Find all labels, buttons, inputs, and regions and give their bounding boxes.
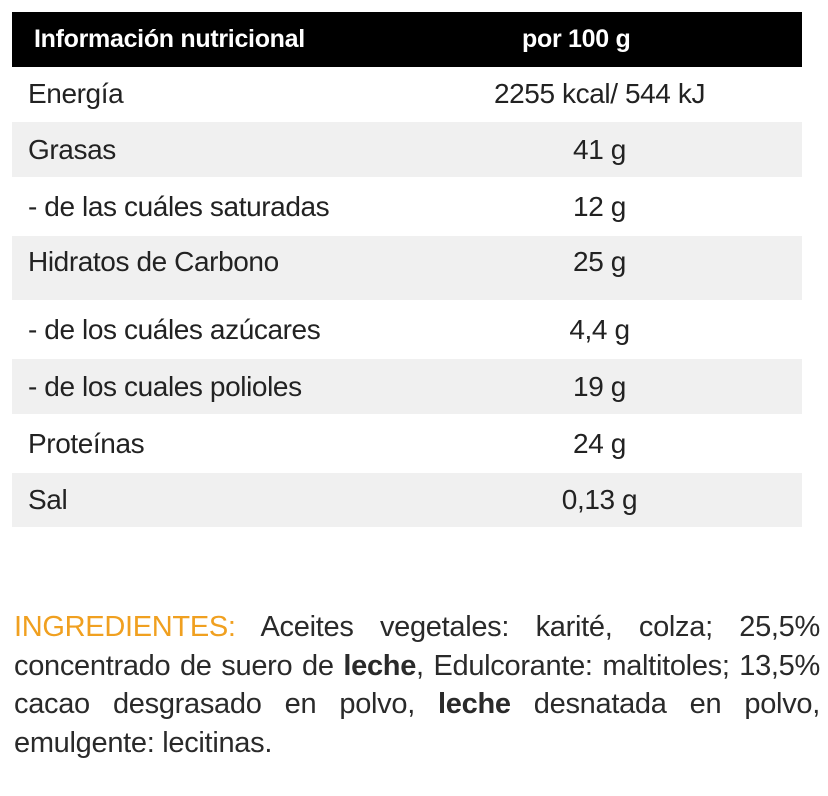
row-label: Energía xyxy=(28,77,124,109)
allergen-milk-2: leche xyxy=(438,688,511,720)
table-row-protein: Proteínas 24 g xyxy=(12,416,802,473)
table-row-polyols: - de los cuales polioles 19 g xyxy=(12,359,802,416)
ingredients-part-3: desnatada en polvo, emulgente: lecitinas… xyxy=(14,688,820,759)
row-label: Grasas xyxy=(28,133,116,165)
row-label: Hidratos de Carbono xyxy=(28,246,279,277)
ingredients-part-2: , Edulcorante: maltitoles; 13,5% cacao d… xyxy=(14,649,820,721)
row-value: 25 g xyxy=(573,246,626,277)
row-value: 19 g xyxy=(573,370,626,402)
row-label: - de los cuáles azúcares xyxy=(28,313,321,345)
row-value: 2255 kcal/ 544 kJ xyxy=(493,77,706,109)
row-value: 24 g xyxy=(573,427,626,459)
row-label: - de las cuáles saturadas xyxy=(28,190,330,222)
allergen-milk-1: leche xyxy=(343,649,417,682)
table-row-saturated: - de las cuáles saturadas 12 g xyxy=(12,179,802,236)
ingredients-text: INGREDIENTES: Aceites vegetales: karité,… xyxy=(14,608,820,762)
header-nutrition-info: Información nutricional xyxy=(34,25,305,53)
table-row-energy: Energía 2255 kcal/ 544 kJ xyxy=(12,67,802,122)
row-value: 4,4 g xyxy=(569,313,630,345)
row-value: 12 g xyxy=(573,190,626,222)
nutrition-table-header: Información nutricional por 100 g xyxy=(12,12,802,67)
table-row-carbohydrates: Hidratos de Carbono 25 g xyxy=(12,236,802,302)
table-row-salt: Sal 0,13 g xyxy=(12,473,802,529)
table-row-sugars: - de los cuáles azúcares 4,4 g xyxy=(12,302,802,359)
ingredients-part-1: Aceites vegetales: karité, colza; 25,5% … xyxy=(14,611,820,682)
row-label: Sal xyxy=(28,484,68,515)
row-label: - de los cuales polioles xyxy=(28,370,302,402)
header-per-100g: por 100 g xyxy=(522,25,631,53)
row-value: 41 g xyxy=(573,133,626,165)
nutrition-table: Información nutricional por 100 g Energí… xyxy=(12,12,802,529)
table-row-fat: Grasas 41 g xyxy=(12,122,802,179)
row-label: Proteínas xyxy=(28,427,145,459)
row-value: 0,13 g xyxy=(561,484,638,515)
ingredients-label: INGREDIENTES: xyxy=(14,611,236,643)
